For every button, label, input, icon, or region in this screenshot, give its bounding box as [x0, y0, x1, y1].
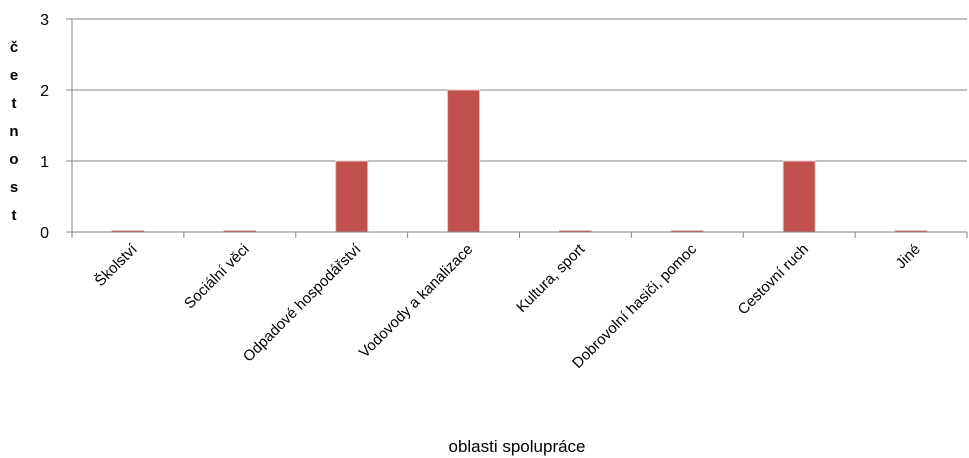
x-axis-label: oblasti spolupráce: [448, 437, 585, 456]
y-tick-label: 0: [40, 225, 49, 242]
y-axis-label-char: e: [10, 67, 18, 84]
x-category-label: Vodovody a kanalizace: [356, 241, 477, 362]
gridlines: [72, 18, 967, 162]
y-axis-label-char: č: [10, 39, 18, 56]
y-tick-labels: 0 1 2 3: [40, 12, 49, 242]
x-category-label: Školství: [92, 240, 142, 290]
bar: [447, 89, 481, 233]
axes: [66, 18, 968, 238]
bars: [111, 89, 928, 233]
y-axis-label-char: s: [10, 179, 18, 196]
y-tick-label: 2: [40, 83, 49, 100]
x-category-label: Odpadové hospodářství: [240, 240, 365, 365]
x-category-label: Sociální věci: [181, 241, 253, 313]
bar: [782, 160, 816, 233]
bar: [335, 160, 369, 233]
y-axis-label-char: n: [9, 123, 18, 140]
x-category-label: Dobrovolní hasiči, pomoc: [569, 240, 700, 371]
x-category-label: Kultura, sport: [513, 240, 589, 316]
y-axis-label-char: t: [12, 95, 17, 112]
y-tick-label: 3: [40, 12, 49, 29]
y-axis-label-char: t: [12, 207, 17, 224]
x-category-label: Jiné: [892, 241, 923, 272]
y-axis-label-char: o: [9, 151, 18, 168]
y-tick-label: 1: [40, 154, 49, 171]
x-category-label: Cestovní ruch: [735, 241, 812, 318]
